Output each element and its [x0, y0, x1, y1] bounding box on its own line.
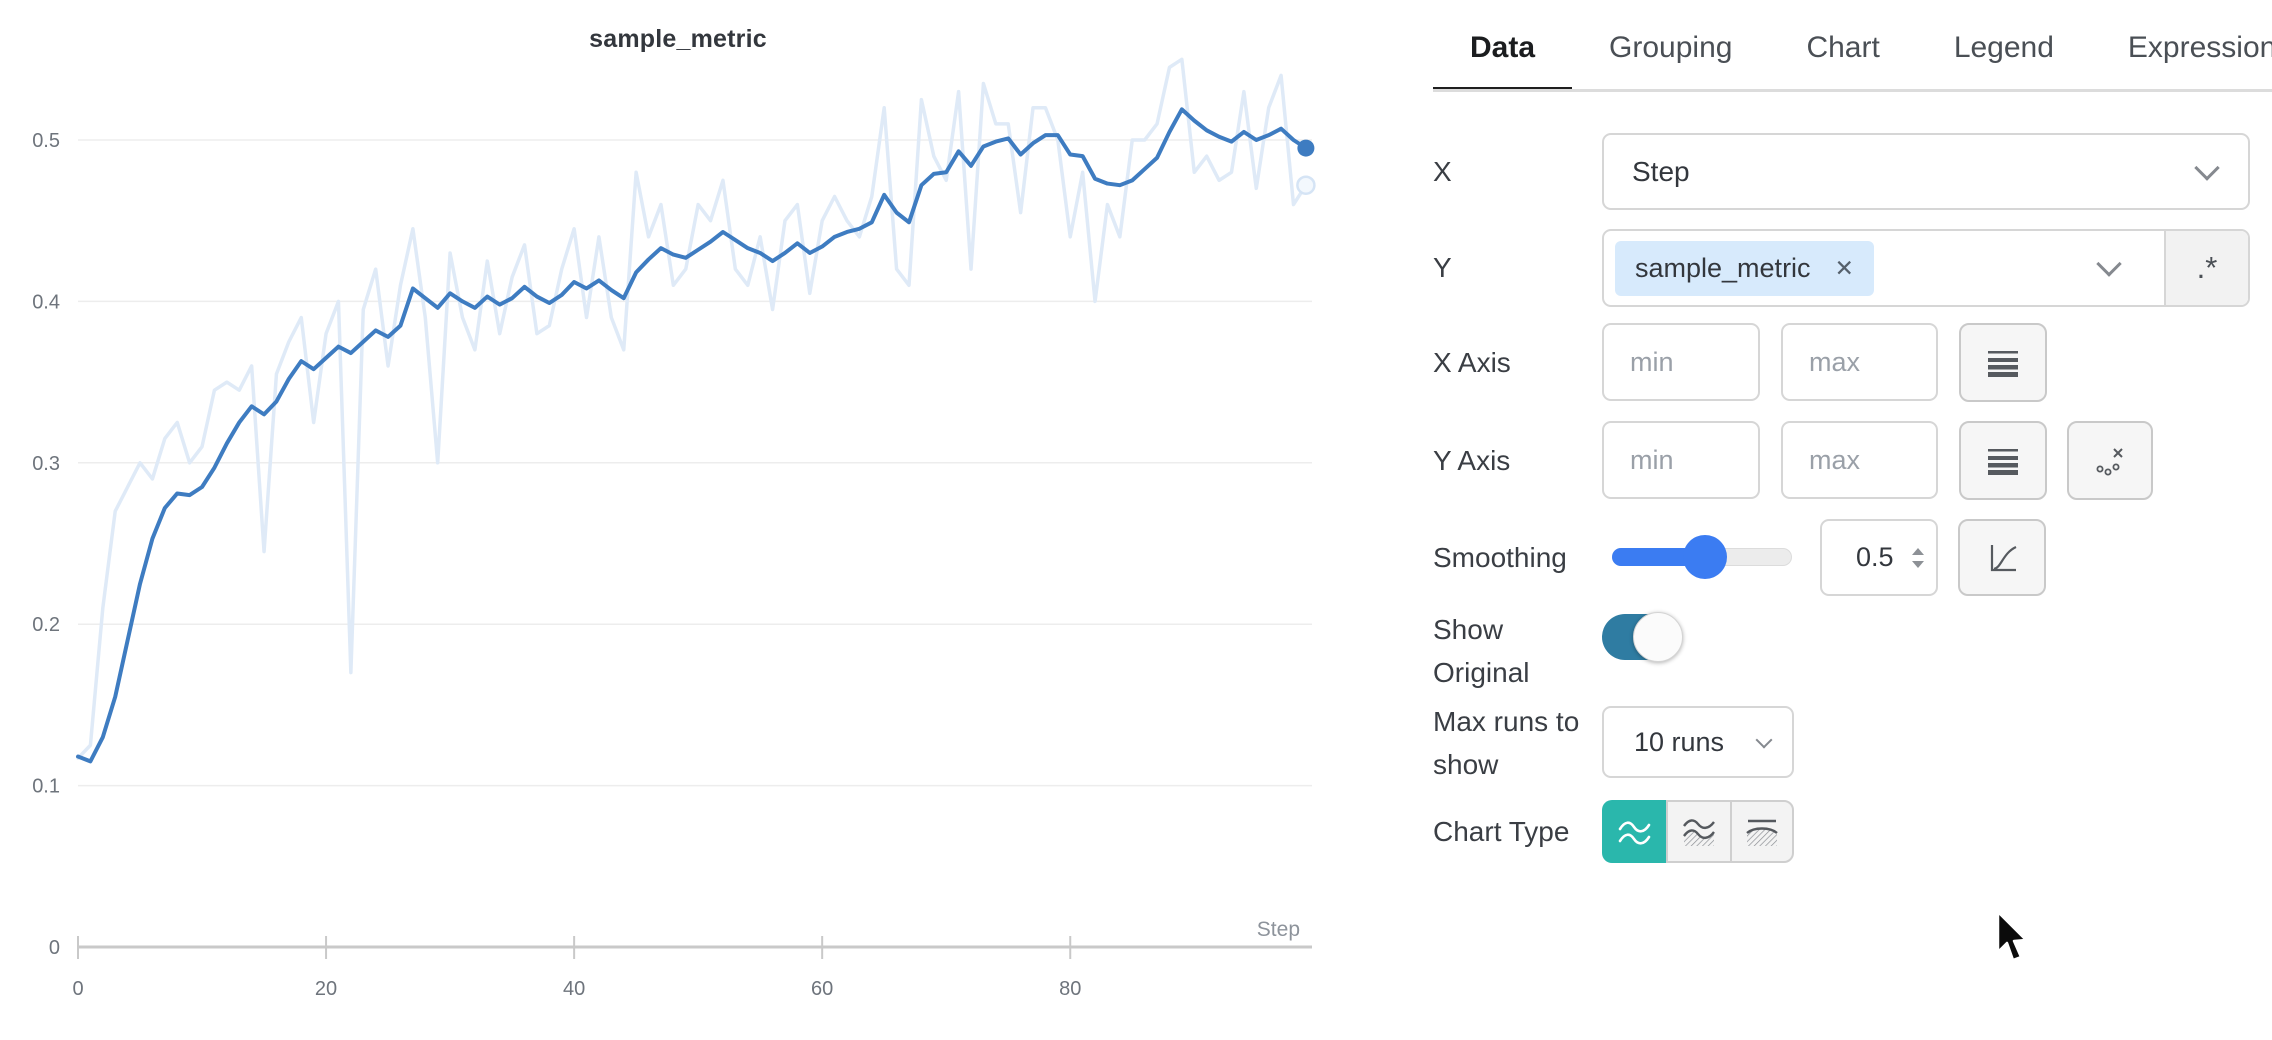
- svg-text:Step: Step: [1257, 918, 1300, 941]
- y-metric-select[interactable]: sample_metric ✕ .*: [1602, 229, 2250, 307]
- y-axis-label: Y Axis: [1433, 445, 1511, 476]
- area-plot-icon: [1683, 818, 1715, 846]
- smoothing-type-button[interactable]: [1958, 519, 2046, 596]
- svg-text:0.5: 0.5: [32, 130, 60, 152]
- chart-title: sample_metric: [589, 25, 767, 53]
- tab-data[interactable]: Data: [1433, 31, 1573, 89]
- smoothing-value-box: [1820, 519, 1938, 596]
- chevron-down-icon: [1755, 731, 1773, 748]
- y-axis-max-input[interactable]: [1783, 423, 1936, 497]
- max-runs-label: Max runs to show: [1433, 706, 1580, 780]
- chevron-down-icon: [2096, 251, 2122, 277]
- x-axis-min-box: [1602, 323, 1760, 401]
- tab-chart[interactable]: Chart: [1806, 31, 1880, 64]
- show-original-toggle[interactable]: [1602, 612, 1683, 662]
- svg-text:0.1: 0.1: [32, 776, 60, 798]
- svg-text:60: 60: [811, 978, 833, 1000]
- remove-chip-icon[interactable]: ✕: [1834, 254, 1854, 281]
- svg-text:0: 0: [49, 937, 60, 959]
- max-runs-value: 10 runs: [1634, 726, 1725, 757]
- x-label: X: [1433, 156, 1452, 187]
- smoothing-slider[interactable]: [1612, 535, 1792, 579]
- chevron-down-icon: [2194, 154, 2220, 181]
- tab-legend[interactable]: Legend: [1953, 31, 2054, 64]
- x-metric-value: Step: [1632, 155, 1690, 187]
- chart-type-percentile-button[interactable]: [1730, 800, 1794, 863]
- percentile-plot-icon: [1746, 819, 1778, 846]
- y-axis-log-scale-button[interactable]: [1959, 421, 2047, 500]
- y-metric-chip-label: sample_metric: [1635, 252, 1811, 283]
- y-metric-chip[interactable]: sample_metric ✕: [1615, 240, 1874, 296]
- smoothing-curve-icon: [1990, 544, 2017, 571]
- chart-type-label: Chart Type: [1433, 816, 1570, 847]
- x-axis-max-input[interactable]: [1783, 325, 1936, 399]
- stepper-up-icon[interactable]: [1912, 547, 1924, 555]
- x-axis-min-input[interactable]: [1604, 325, 1758, 399]
- slider-knob[interactable]: [1683, 535, 1727, 579]
- y-axis-min-input[interactable]: [1604, 423, 1758, 497]
- x-axis-max-box: [1781, 323, 1938, 401]
- svg-text:40: 40: [563, 978, 585, 1000]
- y-label: Y: [1433, 252, 1452, 283]
- log-scale-icon: [1988, 350, 2018, 377]
- stepper-down-icon[interactable]: [1912, 560, 1924, 568]
- mouse-cursor: [1996, 910, 2028, 962]
- regex-toggle-button[interactable]: .*: [2164, 231, 2248, 305]
- log-scale-icon: [1988, 448, 2018, 475]
- line-plot-icon: [1618, 820, 1651, 845]
- svg-text:0.2: 0.2: [32, 614, 60, 636]
- svg-text:80: 80: [1059, 978, 1081, 1000]
- chart-type-group: [1602, 800, 1794, 863]
- toggle-knob: [1633, 612, 1683, 662]
- svg-text:0.4: 0.4: [32, 291, 60, 313]
- svg-text:0.3: 0.3: [32, 453, 60, 475]
- max-runs-select[interactable]: 10 runs: [1602, 706, 1794, 778]
- y-axis-max-box: [1781, 421, 1938, 499]
- outliers-icon: [2096, 447, 2123, 475]
- x-axis-log-scale-button[interactable]: [1959, 323, 2047, 402]
- tab-expressions[interactable]: Expressions: [2127, 31, 2272, 64]
- smoothing-stepper[interactable]: [1912, 547, 1924, 568]
- chart-type-area-button[interactable]: [1666, 800, 1730, 863]
- smoothing-value-input[interactable]: [1822, 521, 1936, 594]
- tab-bar: Data Grouping Chart Legend Expressions: [1433, 0, 2272, 92]
- svg-text:20: 20: [315, 978, 337, 1000]
- svg-text:0: 0: [72, 978, 83, 1000]
- y-axis-min-box: [1602, 421, 1760, 499]
- line-chart[interactable]: 0 0.1 0.2 0.3 0.4 0.5 0 20 40 60 80 Step: [0, 0, 1430, 1040]
- x-metric-select[interactable]: Step: [1602, 133, 2250, 210]
- x-axis-label: X Axis: [1433, 347, 1511, 378]
- show-original-label: Show Original: [1433, 614, 1530, 688]
- y-metric-field[interactable]: sample_metric ✕: [1604, 231, 2164, 305]
- ignore-outliers-button[interactable]: [2067, 421, 2153, 500]
- chart-type-line-button[interactable]: [1602, 800, 1666, 863]
- smoothing-label: Smoothing: [1433, 542, 1567, 573]
- tab-grouping[interactable]: Grouping: [1609, 31, 1733, 64]
